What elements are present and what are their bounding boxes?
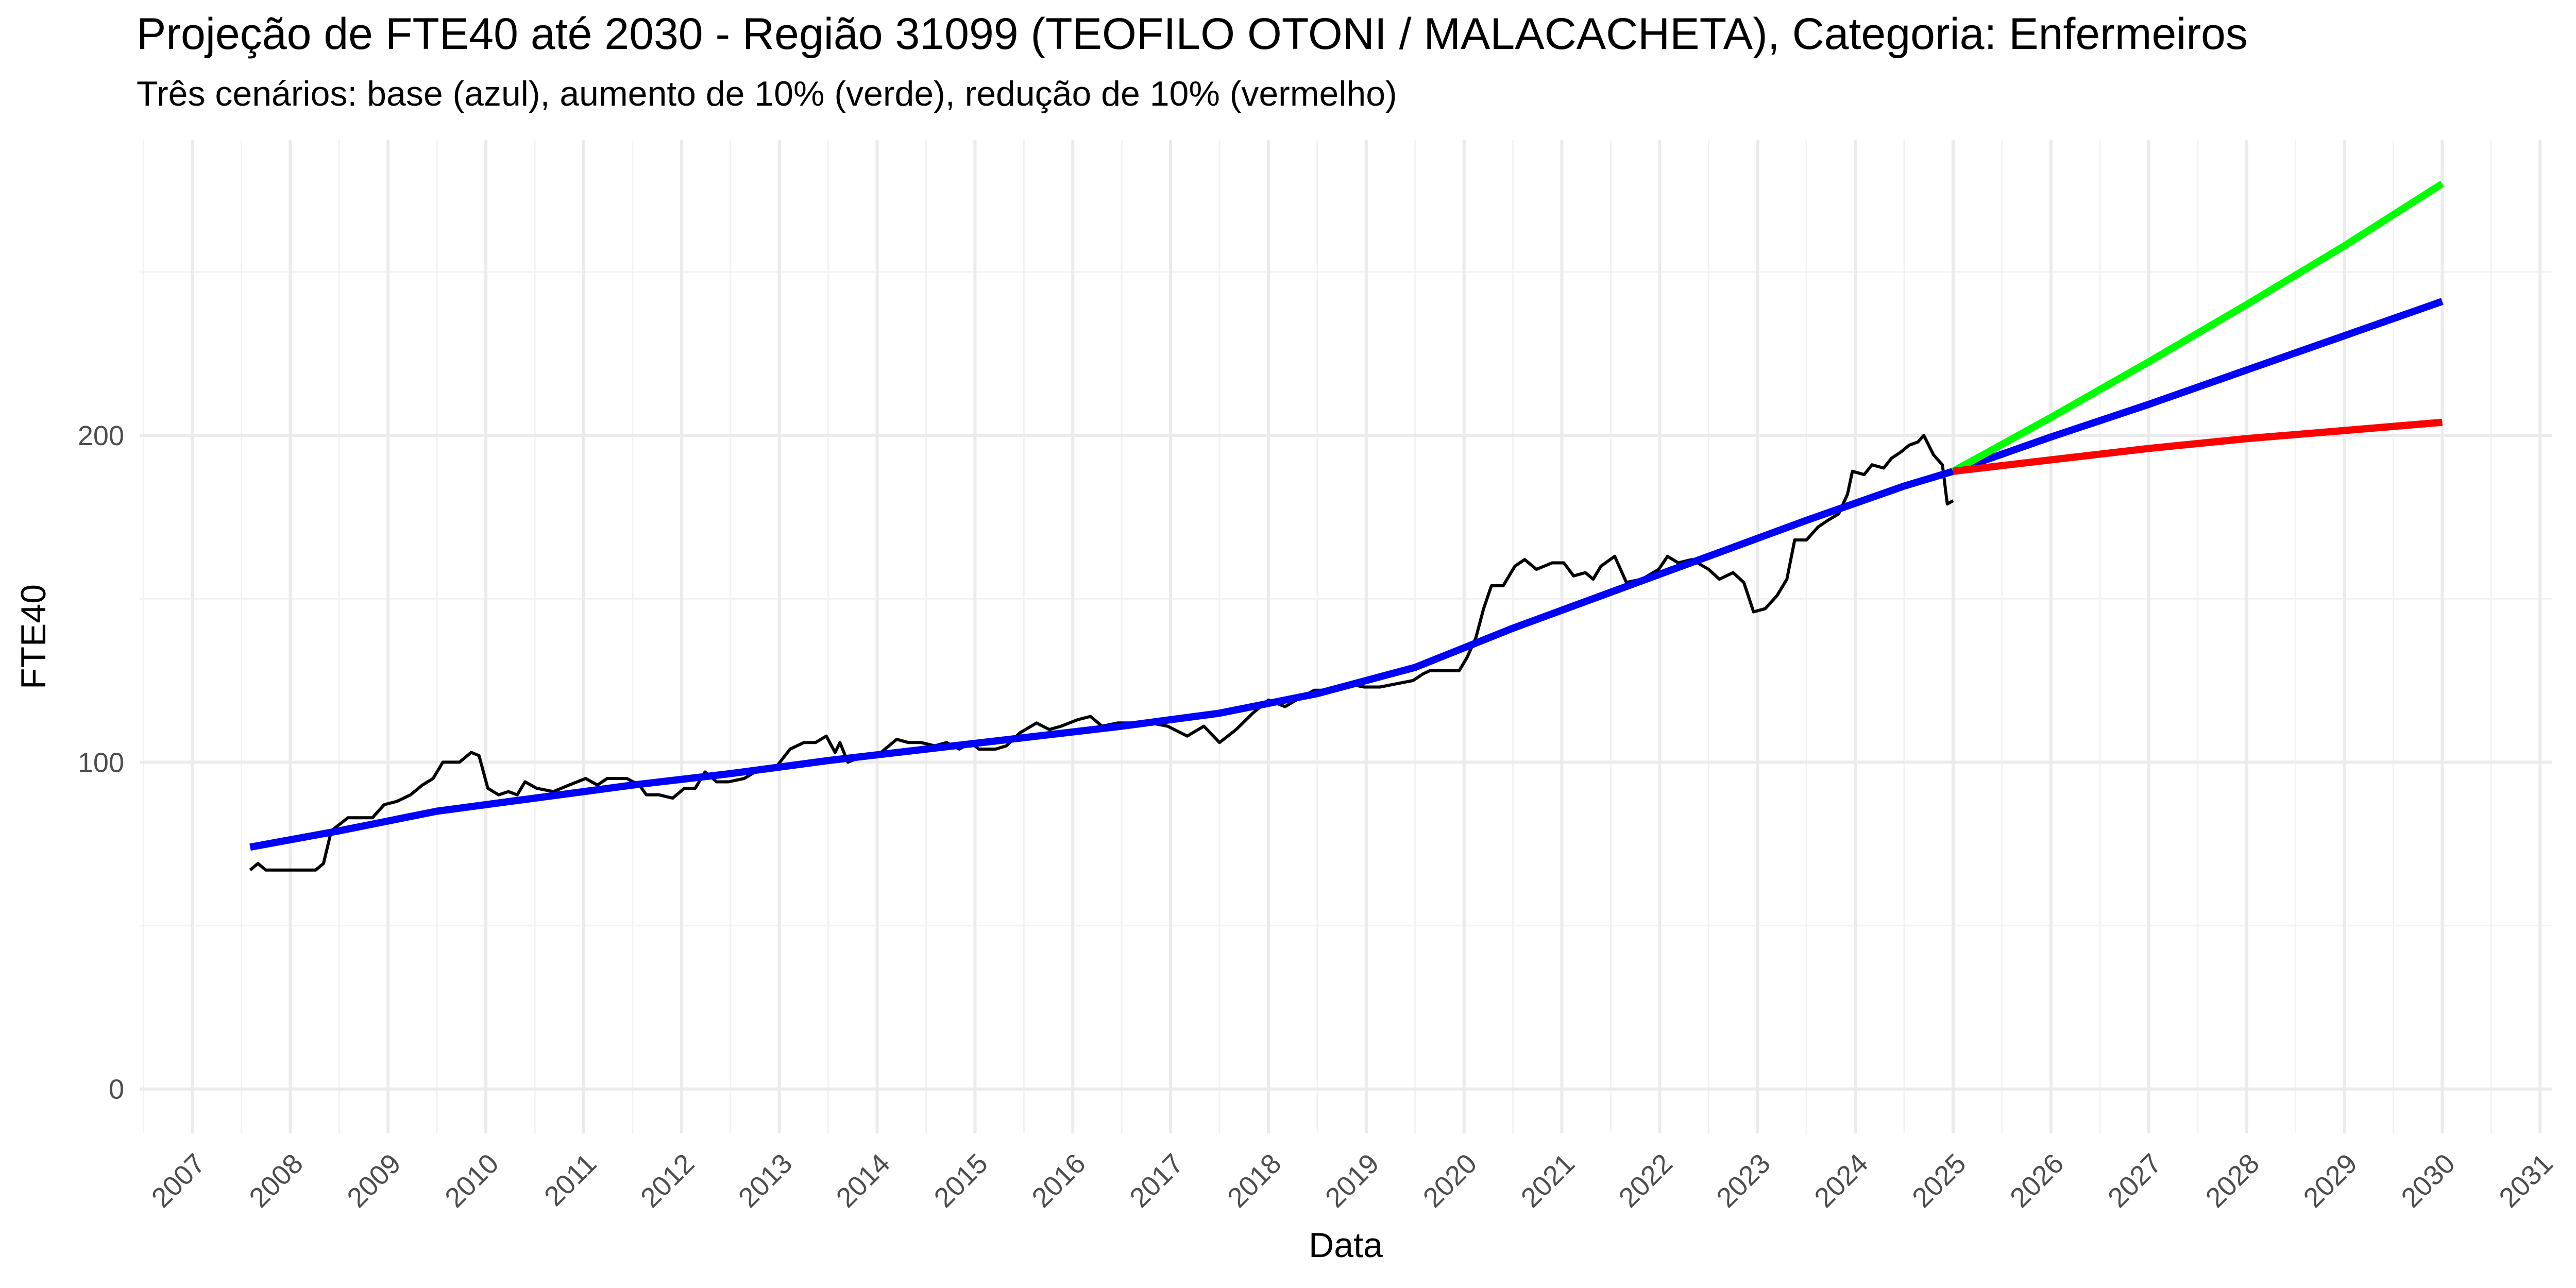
y-tick-label: 0 bbox=[109, 1074, 124, 1105]
series-line bbox=[249, 298, 2444, 851]
series-line bbox=[1953, 418, 2443, 475]
y-tick-label: 100 bbox=[78, 747, 124, 778]
series-line bbox=[1951, 180, 2445, 474]
y-axis-title: FTE40 bbox=[14, 584, 53, 689]
y-tick-label: 200 bbox=[78, 420, 124, 451]
chart-title: Projeção de FTE40 até 2030 - Região 3109… bbox=[137, 9, 2248, 59]
grid bbox=[140, 140, 2552, 1133]
x-axis-title: Data bbox=[1309, 1226, 1383, 1265]
chart-subtitle: Três cenários: base (azul), aumento de 1… bbox=[137, 74, 1397, 113]
plot-lines bbox=[249, 180, 2445, 872]
